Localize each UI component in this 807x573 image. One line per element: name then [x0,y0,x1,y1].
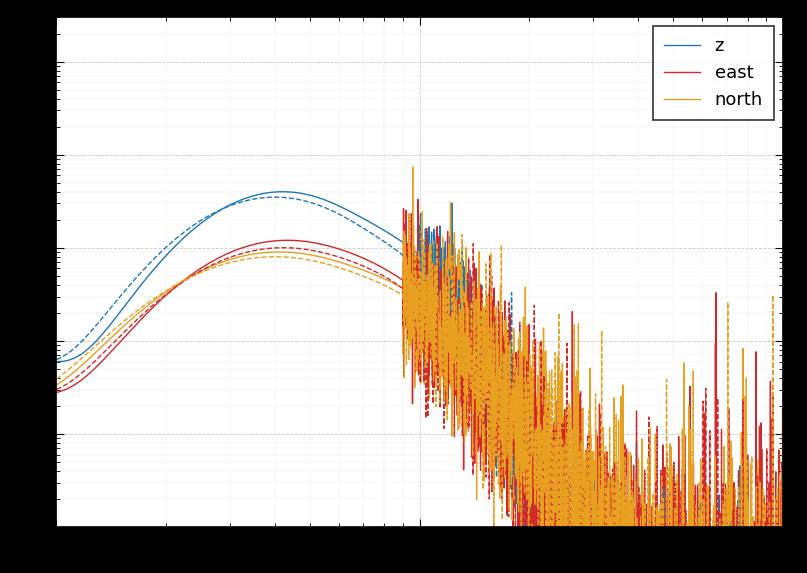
z [135,284,144,291]
east [362,256,371,263]
Line: z: z [56,192,783,573]
east [135,318,144,325]
east [178,278,187,285]
z [52,358,61,365]
east [52,389,61,396]
z [330,201,340,207]
north [408,163,417,170]
north [362,268,371,275]
z [278,189,287,195]
z [362,217,371,224]
east [413,196,423,203]
north [764,523,774,530]
north [52,382,61,388]
z [178,236,187,242]
Line: north: north [56,167,783,573]
Line: east: east [56,199,783,573]
north [178,278,187,285]
Legend: z, east, north: z, east, north [654,26,774,120]
north [135,309,144,316]
north [330,257,340,264]
east [330,244,340,251]
